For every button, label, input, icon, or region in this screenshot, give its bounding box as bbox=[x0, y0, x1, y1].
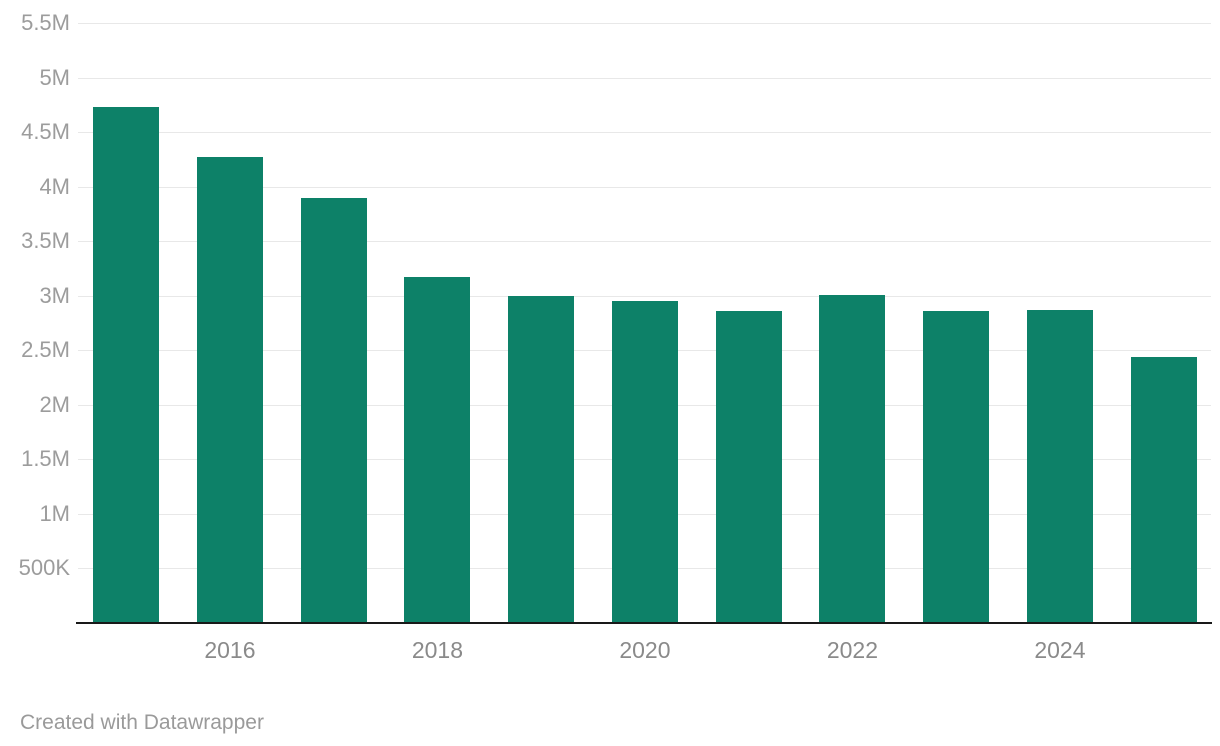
bar-2023 bbox=[923, 311, 990, 623]
y-tick-label: 2M bbox=[39, 391, 70, 417]
y-tick-label: 5.5M bbox=[21, 10, 70, 35]
gridline-5.5M bbox=[78, 23, 1211, 24]
y-tick-label: 4M bbox=[39, 173, 70, 199]
bar-2015 bbox=[93, 107, 160, 623]
gridline-4.5M bbox=[78, 132, 1211, 134]
bar-2020 bbox=[611, 301, 678, 623]
gridline-5M bbox=[78, 77, 1211, 79]
bar-2021 bbox=[715, 311, 782, 623]
y-tick-label: 5M bbox=[39, 64, 70, 90]
y-tick-label: 4.5M bbox=[21, 119, 70, 145]
y-tick-label: 1.5M bbox=[21, 446, 70, 472]
y-tick-label: 1M bbox=[39, 500, 70, 526]
y-tick-label: 500K bbox=[18, 555, 70, 581]
x-axis-baseline bbox=[76, 622, 1212, 624]
bar-2022 bbox=[819, 294, 886, 623]
bar-2016 bbox=[196, 157, 263, 623]
gridline-3M bbox=[78, 295, 1211, 297]
bar-chart: 5.5M 5M 4.5M 4M 3.5M 3M 2.5M 2M 1.5M 1M 500K 2016 2… bbox=[18, 10, 1212, 663]
x-tick-label-2016: 2016 bbox=[204, 637, 256, 663]
bar-2025 bbox=[1130, 356, 1197, 623]
x-tick-label-2020: 2020 bbox=[619, 637, 671, 663]
y-tick-label: 3M bbox=[39, 282, 70, 308]
x-tick-label-2018: 2018 bbox=[411, 637, 464, 663]
gridline-4M bbox=[78, 186, 1211, 188]
x-tick-label-2022: 2022 bbox=[826, 637, 879, 663]
bar-2019 bbox=[508, 295, 575, 623]
bar-2018 bbox=[404, 277, 471, 623]
y-tick-label: 2.5M bbox=[21, 337, 70, 363]
bar-2017 bbox=[300, 197, 367, 623]
y-tick-label: 3.5M bbox=[21, 228, 70, 254]
datawrapper-attribution: Created with Datawrapper bbox=[20, 711, 264, 734]
x-tick-label-2024: 2024 bbox=[1034, 637, 1086, 663]
bar-2024 bbox=[1026, 309, 1093, 623]
gridline-3.5M bbox=[78, 241, 1211, 243]
